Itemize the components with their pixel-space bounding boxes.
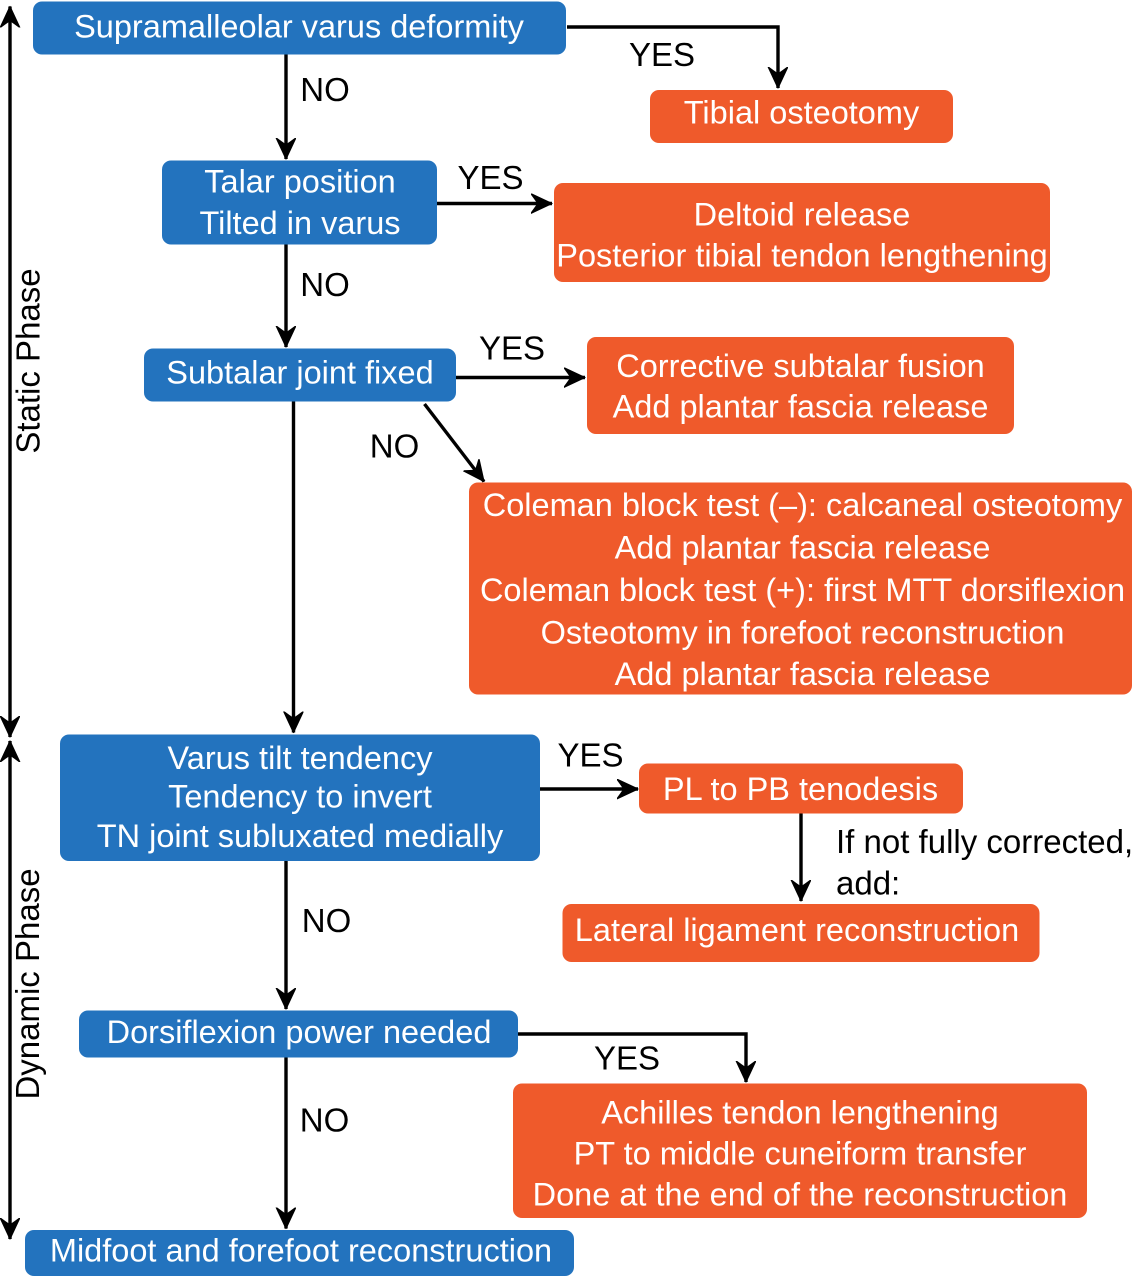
svg-text:Done at the end of the reconst: Done at the end of the reconstruction bbox=[533, 1177, 1068, 1213]
svg-text:NO: NO bbox=[302, 902, 352, 939]
svg-text:NO: NO bbox=[370, 428, 420, 465]
svg-text:YES: YES bbox=[629, 36, 695, 73]
svg-text:Supramalleolar varus deformity: Supramalleolar varus deformity bbox=[74, 9, 525, 45]
svg-text:Add plantar fascia release: Add plantar fascia release bbox=[615, 530, 991, 566]
svg-text:If not fully corrected,: If not fully corrected, bbox=[836, 823, 1133, 860]
svg-text:Osteotomy in forefoot reconstr: Osteotomy in forefoot reconstruction bbox=[541, 615, 1065, 651]
svg-text:YES: YES bbox=[479, 330, 545, 367]
svg-text:NO: NO bbox=[300, 1102, 350, 1139]
svg-text:NO: NO bbox=[300, 266, 350, 303]
svg-text:Coleman block test (+): first: Coleman block test (+): first MTT dorsif… bbox=[480, 572, 1125, 608]
svg-text:YES: YES bbox=[457, 159, 523, 196]
svg-text:Achilles tendon lengthening: Achilles tendon lengthening bbox=[601, 1095, 999, 1131]
svg-text:TN joint subluxated medially: TN joint subluxated medially bbox=[97, 818, 504, 854]
svg-text:Deltoid release: Deltoid release bbox=[694, 197, 911, 233]
svg-text:YES: YES bbox=[594, 1040, 660, 1077]
svg-text:add:: add: bbox=[836, 865, 900, 902]
svg-text:Talar position: Talar position bbox=[204, 164, 396, 200]
svg-text:Lateral ligament reconstructio: Lateral ligament reconstruction bbox=[575, 912, 1019, 948]
svg-text:Static Phase: Static Phase bbox=[10, 268, 47, 453]
svg-text:Corrective subtalar fusion: Corrective subtalar fusion bbox=[616, 348, 985, 384]
svg-text:Tilted in varus: Tilted in varus bbox=[199, 205, 400, 241]
svg-text:PL to PB tenodesis: PL to PB tenodesis bbox=[663, 771, 938, 807]
svg-text:Dynamic Phase: Dynamic Phase bbox=[9, 868, 46, 1099]
svg-text:Dorsiflexion power needed: Dorsiflexion power needed bbox=[107, 1014, 492, 1050]
svg-text:Add plantar fascia release: Add plantar fascia release bbox=[615, 656, 991, 692]
svg-text:Tibial osteotomy: Tibial osteotomy bbox=[684, 95, 920, 131]
svg-text:YES: YES bbox=[557, 737, 623, 774]
svg-text:NO: NO bbox=[300, 71, 350, 108]
svg-text:Subtalar joint fixed: Subtalar joint fixed bbox=[166, 355, 433, 391]
svg-text:Varus tilt tendency: Varus tilt tendency bbox=[168, 740, 434, 776]
svg-text:Coleman block test (–): calcan: Coleman block test (–): calcaneal osteot… bbox=[483, 487, 1123, 523]
svg-text:Tendency to invert: Tendency to invert bbox=[168, 779, 432, 815]
svg-text:Add plantar fascia release: Add plantar fascia release bbox=[613, 389, 989, 425]
svg-text:PT to middle cuneiform transfe: PT to middle cuneiform transfer bbox=[574, 1136, 1027, 1172]
svg-text:Midfoot and forefoot reconstru: Midfoot and forefoot reconstruction bbox=[50, 1233, 552, 1269]
svg-text:Posterior tibial tendon length: Posterior tibial tendon lengthening bbox=[556, 238, 1047, 274]
